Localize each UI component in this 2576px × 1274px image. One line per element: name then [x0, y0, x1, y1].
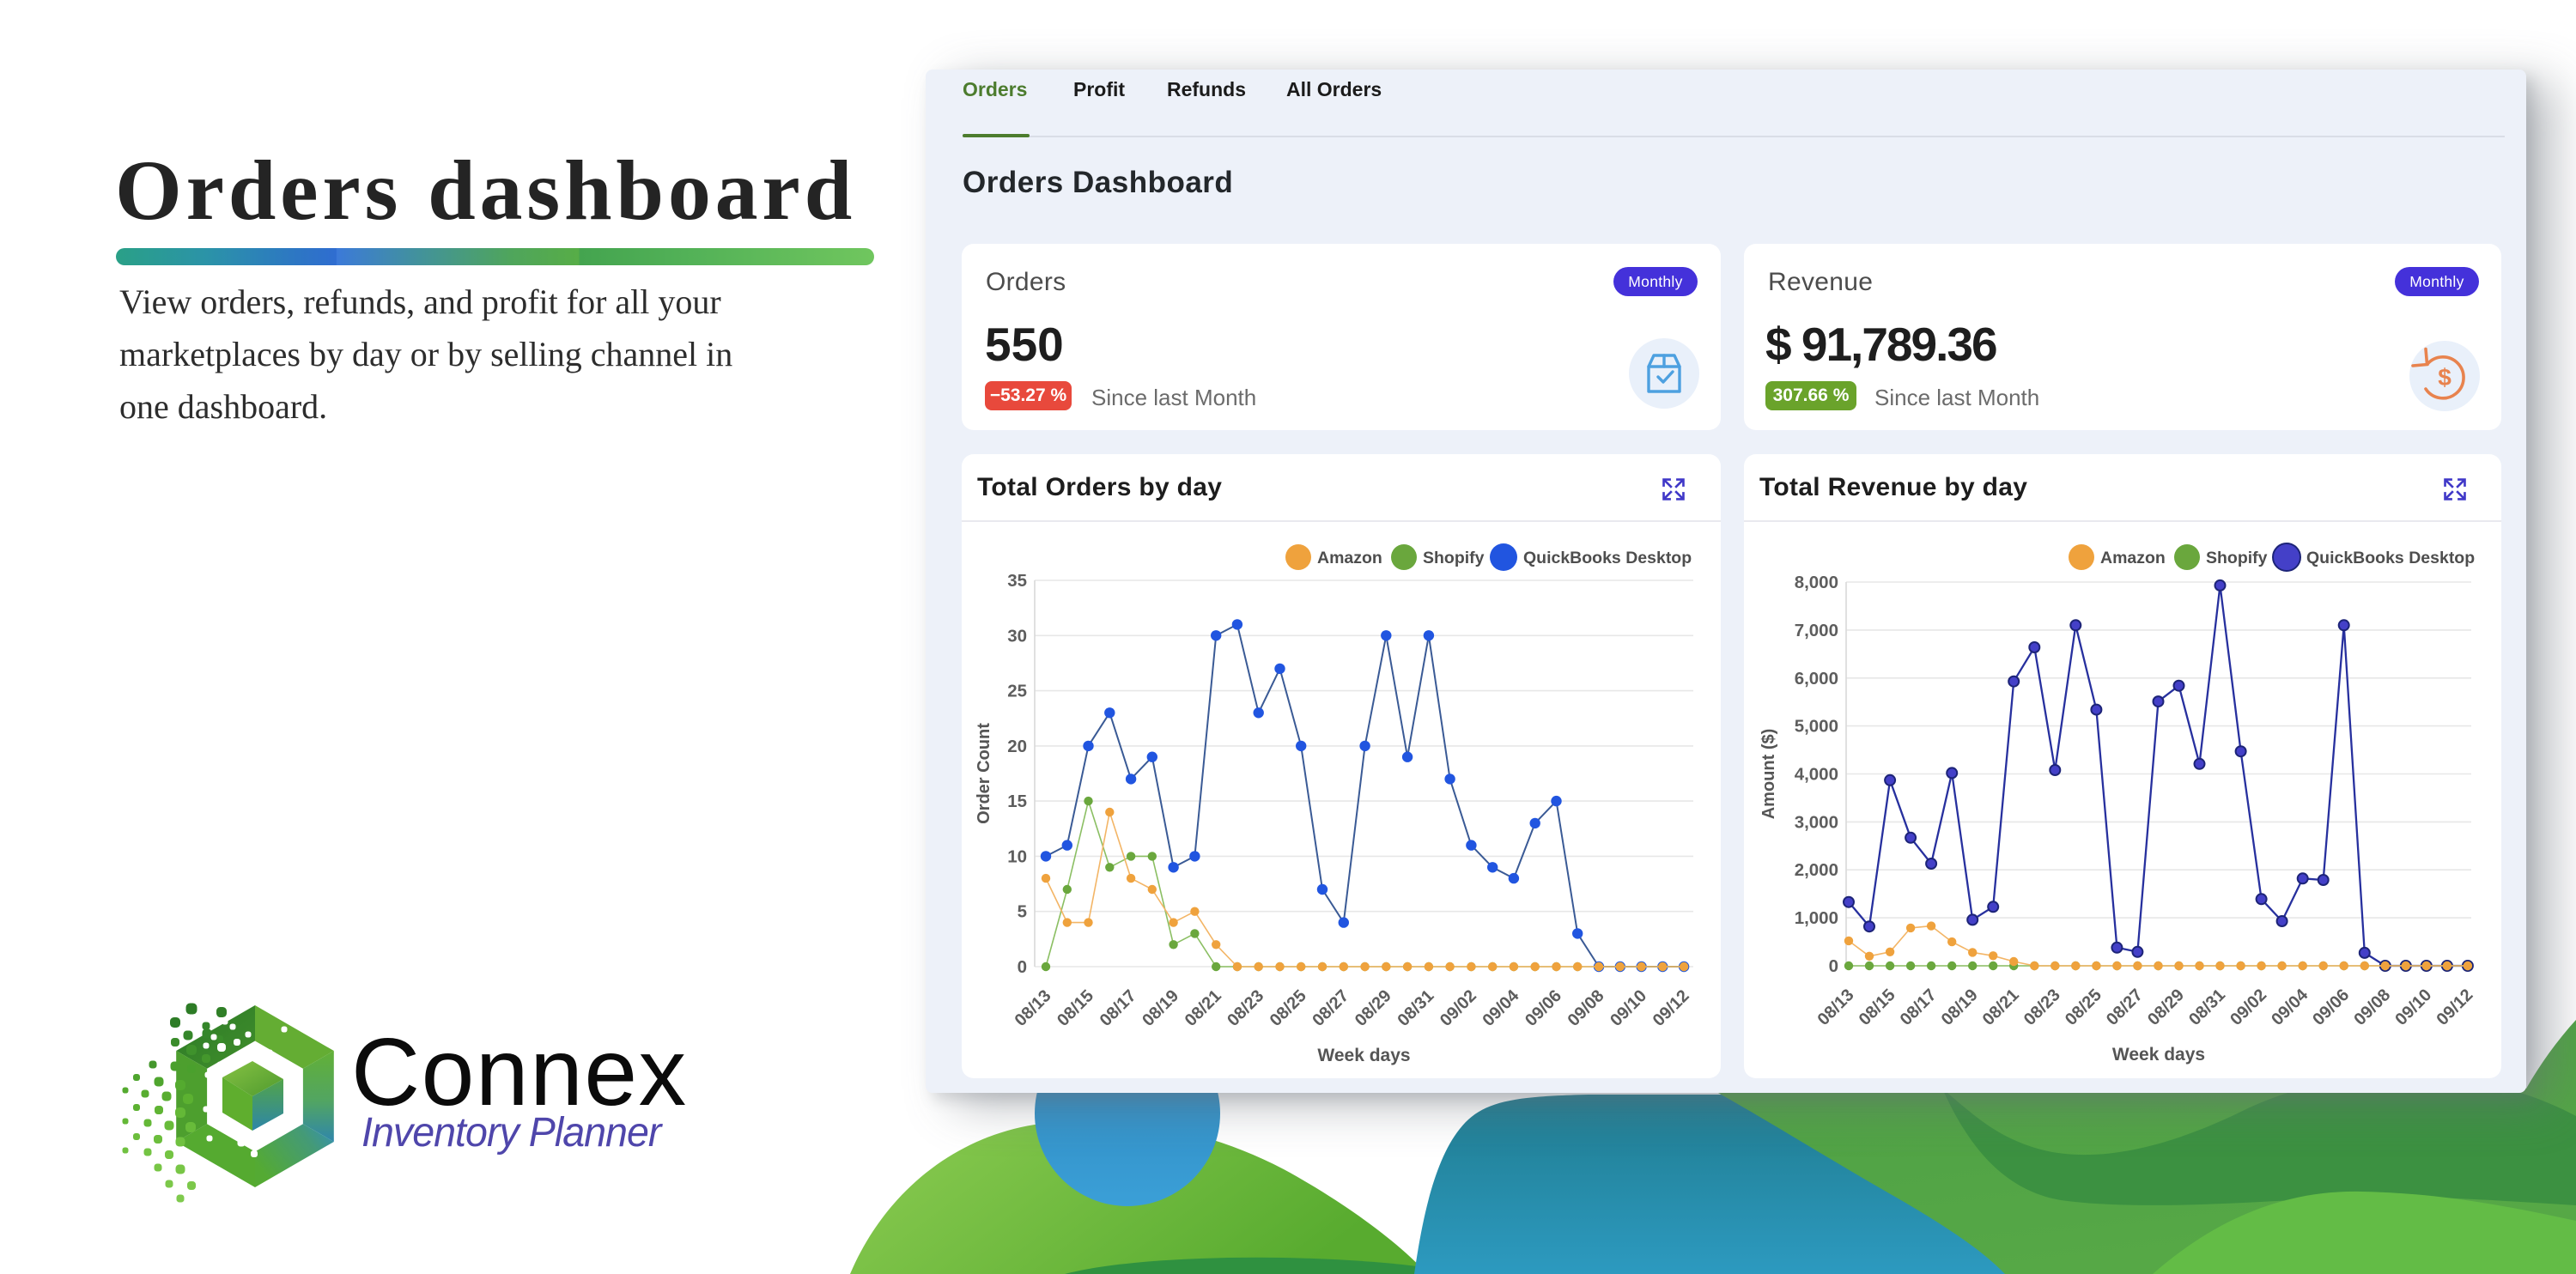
svg-text:09/04: 09/04 — [2268, 985, 2312, 1029]
svg-text:08/31: 08/31 — [1394, 986, 1437, 1030]
svg-text:08/19: 08/19 — [1938, 986, 1982, 1029]
svg-text:09/06: 09/06 — [2309, 986, 2353, 1029]
svg-text:08/17: 08/17 — [1897, 986, 1941, 1029]
svg-text:Amount ($): Amount ($) — [1759, 729, 1778, 820]
svg-text:08/19: 08/19 — [1139, 986, 1182, 1030]
svg-text:09/10: 09/10 — [1607, 986, 1650, 1030]
svg-text:3,000: 3,000 — [1795, 812, 1838, 832]
svg-text:09/02: 09/02 — [2227, 986, 2270, 1029]
svg-text:09/10: 09/10 — [2391, 986, 2435, 1029]
svg-text:Amazon: Amazon — [2100, 549, 2166, 567]
svg-text:6,000: 6,000 — [1795, 669, 1838, 689]
svg-text:Week days: Week days — [2112, 1045, 2205, 1065]
svg-text:Shopify: Shopify — [2206, 549, 2268, 567]
svg-text:30: 30 — [1007, 626, 1027, 646]
svg-text:4,000: 4,000 — [1795, 765, 1838, 785]
svg-text:08/25: 08/25 — [1267, 986, 1310, 1030]
svg-text:08/31: 08/31 — [2185, 986, 2229, 1029]
svg-text:5: 5 — [1018, 902, 1027, 922]
svg-text:08/27: 08/27 — [1309, 986, 1352, 1030]
svg-text:09/08: 09/08 — [2350, 986, 2394, 1029]
svg-text:09/08: 09/08 — [1564, 986, 1608, 1030]
svg-text:$: $ — [2438, 364, 2451, 391]
svg-text:09/12: 09/12 — [1649, 986, 1693, 1030]
svg-text:Shopify: Shopify — [1423, 549, 1485, 567]
svg-text:08/23: 08/23 — [2020, 986, 2064, 1029]
svg-text:08/25: 08/25 — [2062, 986, 2105, 1029]
svg-text:08/15: 08/15 — [1856, 986, 1899, 1029]
svg-text:08/15: 08/15 — [1054, 986, 1097, 1030]
svg-text:08/13: 08/13 — [1814, 986, 1858, 1029]
svg-text:1,000: 1,000 — [1795, 908, 1838, 928]
svg-text:Amazon: Amazon — [1317, 549, 1382, 567]
svg-text:09/06: 09/06 — [1522, 986, 1565, 1030]
svg-text:08/29: 08/29 — [1352, 986, 1395, 1030]
svg-text:7,000: 7,000 — [1795, 621, 1838, 640]
svg-text:08/27: 08/27 — [2103, 986, 2147, 1029]
svg-text:09/04: 09/04 — [1479, 986, 1523, 1030]
svg-text:35: 35 — [1007, 571, 1027, 591]
svg-text:Order Count: Order Count — [975, 723, 993, 824]
svg-text:08/21: 08/21 — [1979, 986, 2023, 1029]
svg-text:08/17: 08/17 — [1097, 986, 1140, 1030]
svg-text:QuickBooks Desktop: QuickBooks Desktop — [1523, 549, 1692, 567]
svg-text:08/21: 08/21 — [1182, 986, 1225, 1030]
svg-text:20: 20 — [1007, 737, 1027, 756]
svg-text:0: 0 — [1829, 956, 1838, 976]
svg-text:08/23: 08/23 — [1224, 986, 1267, 1030]
svg-text:15: 15 — [1007, 792, 1027, 811]
svg-text:25: 25 — [1007, 682, 1027, 701]
svg-text:08/29: 08/29 — [2144, 986, 2188, 1029]
svg-text:0: 0 — [1018, 957, 1027, 977]
svg-text:2,000: 2,000 — [1795, 860, 1838, 880]
svg-text:08/13: 08/13 — [1012, 986, 1055, 1030]
svg-text:QuickBooks Desktop: QuickBooks Desktop — [2306, 549, 2475, 567]
svg-text:Week days: Week days — [1317, 1046, 1410, 1065]
svg-text:8,000: 8,000 — [1795, 573, 1838, 592]
svg-text:09/12: 09/12 — [2433, 986, 2476, 1029]
svg-text:09/02: 09/02 — [1437, 986, 1480, 1030]
svg-text:5,000: 5,000 — [1795, 717, 1838, 737]
svg-text:10: 10 — [1007, 846, 1027, 866]
